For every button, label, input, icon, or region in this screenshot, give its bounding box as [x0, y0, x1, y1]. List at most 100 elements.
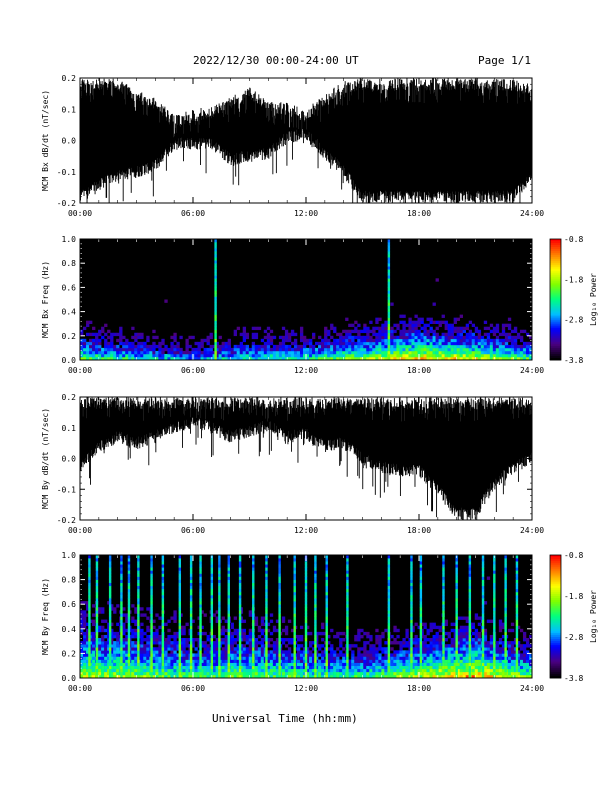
spectrogram-cell — [459, 347, 463, 352]
spectrogram-cell — [528, 671, 533, 676]
spectrogram-cell — [287, 619, 292, 623]
spectrogram-cell — [107, 674, 111, 679]
spectrogram-cell — [95, 347, 99, 352]
spectrogram-cell — [101, 335, 105, 340]
spectrogram-cell — [366, 326, 370, 331]
broadband-line-cell — [161, 585, 165, 590]
broadband-line-cell — [314, 665, 317, 670]
spectrogram-cell — [477, 656, 482, 660]
spectrogram-cell — [287, 665, 292, 670]
spectrogram-cell — [402, 341, 406, 346]
spectrogram-cell — [140, 332, 144, 337]
spectrogram-cell — [86, 631, 90, 636]
spectrogram-cell — [504, 353, 509, 358]
broadband-line-cell — [346, 631, 349, 636]
broadband-line-cell — [252, 671, 255, 676]
broadband-line-cell — [238, 674, 242, 679]
spectrogram-cell — [372, 356, 376, 361]
spectrogram-cell — [513, 356, 518, 361]
spectrogram-cell — [266, 662, 271, 667]
broadband-line-cell — [346, 564, 349, 568]
spectrogram-cell — [438, 656, 442, 660]
spectrogram-cell — [125, 613, 129, 617]
spectrogram-cell — [140, 607, 144, 611]
broadband-line-cell — [293, 604, 296, 608]
spectrogram-cell — [200, 668, 204, 673]
spectrogram-cell — [465, 341, 470, 346]
spectrogram-cell — [384, 674, 388, 679]
spectrogram-cell — [251, 344, 256, 349]
spectrogram-cell — [414, 647, 418, 651]
broadband-line-cell — [252, 558, 255, 562]
spectrogram-cell — [86, 634, 90, 639]
spectrogram-cell — [197, 350, 201, 355]
broadband-line-cell — [346, 558, 349, 562]
spectrogram-cell — [254, 653, 259, 657]
broadband-line-cell — [227, 668, 230, 673]
spectrogram-cell — [372, 341, 376, 346]
spectrogram-cell — [116, 350, 120, 355]
spectrogram-cell — [200, 671, 204, 676]
spectrogram-cell — [423, 356, 427, 361]
spectrogram-cell — [450, 653, 454, 657]
spectrogram-cell — [83, 344, 87, 349]
spectrogram-cell — [465, 616, 470, 620]
spectrogram-cell — [396, 353, 400, 358]
broadband-line-cell — [199, 576, 202, 580]
spectrogram-cell — [432, 625, 436, 630]
broadband-line-cell — [314, 591, 317, 596]
spectrogram-cell — [402, 674, 406, 679]
spectrogram-cell — [327, 662, 331, 667]
spectrogram-cell — [519, 668, 524, 673]
spectrogram-cell — [330, 656, 334, 660]
spectrogram-cell — [456, 338, 460, 343]
broadband-line-cell — [88, 576, 91, 580]
spectrogram-cell — [465, 671, 470, 676]
spectrogram-cell — [468, 332, 473, 337]
broadband-line-cell — [88, 573, 91, 577]
colorbar-segment — [550, 255, 561, 258]
spectrogram-cell — [315, 641, 319, 645]
spectrogram-cell — [191, 653, 195, 657]
spectrogram-cell — [251, 347, 256, 352]
broadband-line-cell — [265, 607, 268, 611]
spectrogram-cell — [432, 638, 436, 642]
spectrogram-cell — [101, 659, 105, 663]
broadband-line-cell — [127, 585, 131, 590]
spectrogram-cell — [474, 631, 479, 636]
spectrogram-cell — [239, 656, 244, 660]
spectrogram-cell — [248, 665, 253, 670]
spectrogram-cell — [414, 668, 418, 673]
spectrogram-cell — [495, 344, 500, 349]
spectrogram-cell — [372, 662, 376, 667]
broadband-line-cell — [95, 653, 99, 657]
spectrogram-cell — [260, 353, 265, 358]
spectrogram-cell — [194, 350, 198, 355]
spectrogram-cell — [107, 347, 111, 352]
broadband-line-cell — [252, 662, 255, 667]
broadband-line-cell — [178, 555, 182, 559]
broadband-line-cell — [137, 674, 140, 679]
spectrogram-cell — [528, 335, 533, 340]
spectrogram-cell — [309, 338, 313, 343]
spectrogram-cell — [206, 644, 210, 648]
spectrogram-cell — [429, 656, 433, 660]
broadband-line-cell — [387, 353, 391, 358]
spectrogram-cell — [254, 347, 259, 352]
spectrogram-cell — [510, 329, 515, 334]
spectrogram-cell — [143, 671, 147, 676]
spectrogram-cell — [513, 350, 518, 355]
spectrogram-cell — [480, 335, 485, 340]
broadband-line-cell — [214, 320, 217, 324]
broadband-line-cell — [265, 625, 268, 630]
spectrogram-cell — [263, 353, 268, 358]
broadband-line-cell — [238, 607, 242, 611]
spectrogram-cell — [107, 350, 111, 355]
spectrogram-cell — [453, 644, 457, 648]
spectrogram-cell — [140, 356, 144, 361]
spectrogram-cell — [173, 616, 177, 620]
spectrogram-cell — [203, 659, 207, 663]
spectrogram-cell — [408, 347, 412, 352]
broadband-line-cell — [108, 619, 112, 623]
spectrogram-cell — [287, 647, 292, 651]
